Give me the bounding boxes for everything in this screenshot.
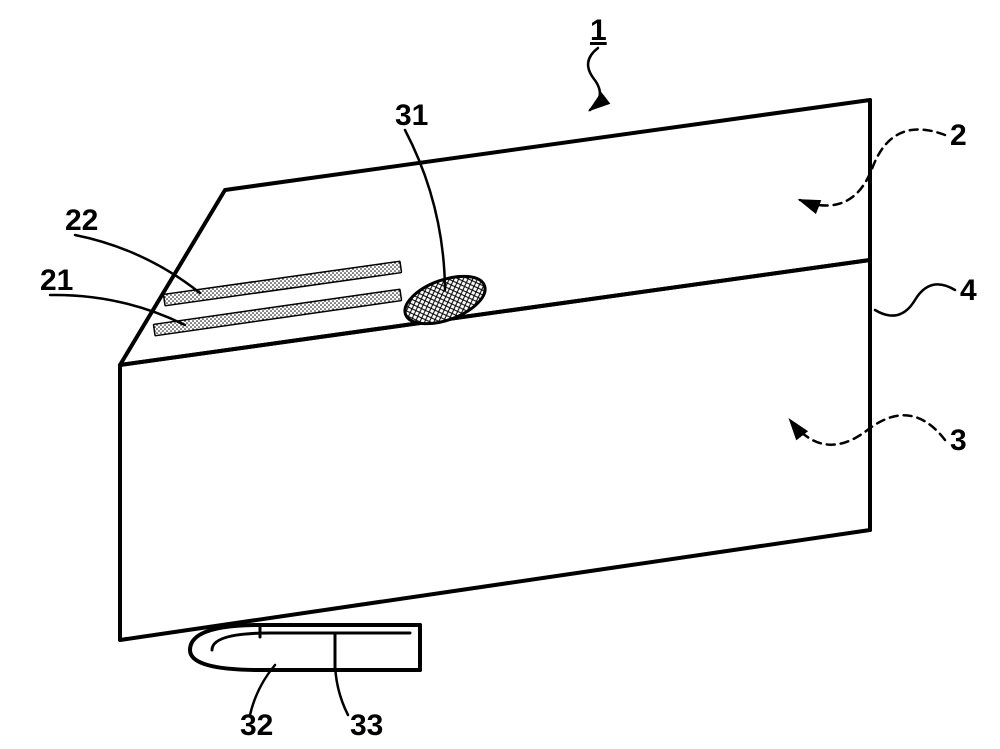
label-21: 21 xyxy=(40,264,73,297)
label-32: 32 xyxy=(240,709,273,742)
label-2: 2 xyxy=(950,119,967,152)
label-4: 4 xyxy=(960,274,977,307)
label-31: 31 xyxy=(395,99,428,132)
box-body xyxy=(120,100,870,640)
label-1: 1 xyxy=(590,14,607,47)
label-22: 22 xyxy=(65,204,98,237)
tray xyxy=(190,625,420,670)
label-3: 3 xyxy=(950,424,967,457)
diagram-svg: 1 31 22 21 2 4 3 32 33 xyxy=(0,0,1000,749)
label-33: 33 xyxy=(350,709,383,742)
